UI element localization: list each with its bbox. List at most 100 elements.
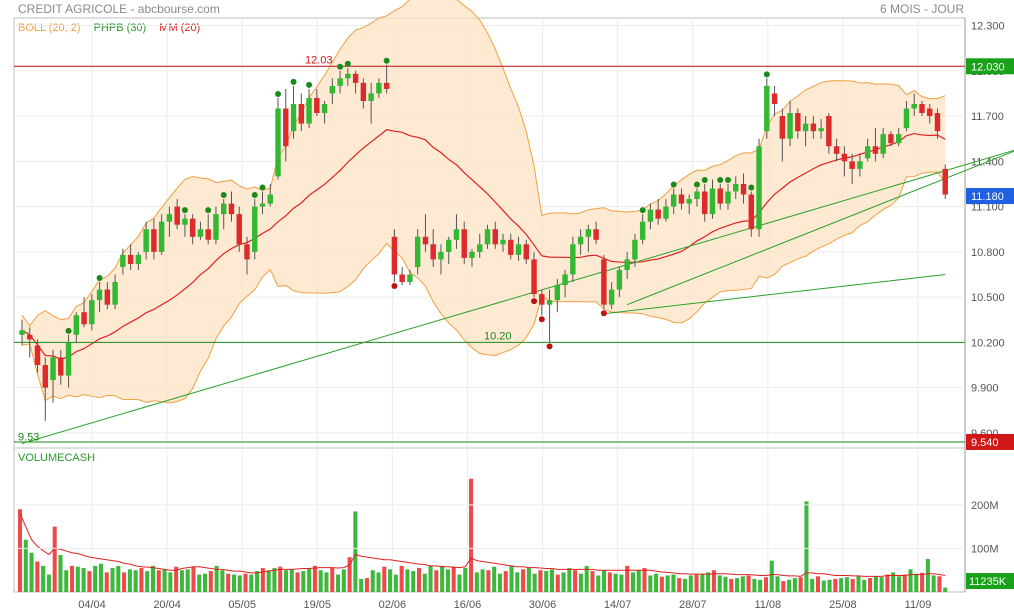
candle-body xyxy=(283,108,289,147)
candle-body xyxy=(841,153,848,162)
pivot-low-marker xyxy=(538,316,545,323)
candle-body xyxy=(445,239,452,252)
candle-body xyxy=(508,239,514,255)
x-tick-label: 25/08 xyxy=(829,599,857,611)
volume-bar xyxy=(868,578,873,592)
candle-body xyxy=(314,97,320,114)
y-tick-label: 10.800 xyxy=(971,247,1005,259)
pivot-high-marker xyxy=(748,184,755,191)
volume-bar xyxy=(330,568,335,592)
pivot-high-marker xyxy=(96,275,103,282)
volume-bar xyxy=(549,569,555,592)
candle-body xyxy=(236,214,242,245)
volume-bar xyxy=(162,569,167,592)
x-tick-label: 04/04 xyxy=(78,599,106,611)
volume-bar xyxy=(723,576,728,592)
pivot-high-marker xyxy=(251,192,258,199)
volume-bar xyxy=(75,566,80,592)
candle-body xyxy=(135,254,142,264)
bollinger-upper xyxy=(21,0,946,327)
volume-bar xyxy=(746,575,751,592)
volume-bar xyxy=(283,570,289,592)
x-tick-label: 05/05 xyxy=(228,599,256,611)
volume-bar xyxy=(214,565,219,592)
candle-body xyxy=(298,104,305,124)
volume-bar xyxy=(260,568,265,592)
candle-body xyxy=(267,194,273,204)
volume-bar xyxy=(758,579,763,592)
volume-bar xyxy=(29,552,34,592)
volume-bar xyxy=(555,574,560,592)
pivot-high-marker xyxy=(337,63,344,70)
candle-body xyxy=(702,191,708,215)
candle-body xyxy=(639,221,646,240)
volume-bar xyxy=(249,574,254,592)
candle-body xyxy=(213,214,219,240)
bollinger-band-fill xyxy=(22,0,946,403)
volume-bar xyxy=(35,561,40,592)
legend-mm: MM (20) xyxy=(159,22,201,34)
volume-bar xyxy=(388,569,393,592)
legend-boll: BOLL (20, 2) xyxy=(18,22,81,34)
volume-bar xyxy=(428,565,433,592)
volume-bar xyxy=(220,570,225,592)
volume-bar xyxy=(480,569,485,592)
volume-bar xyxy=(908,569,913,592)
volume-bar xyxy=(231,574,236,592)
candle-body xyxy=(345,73,351,79)
volume-bar xyxy=(208,571,213,592)
candle-body xyxy=(655,209,661,219)
moving-average-line xyxy=(21,129,946,360)
volume-bar xyxy=(110,568,115,592)
candle-body xyxy=(81,312,87,325)
volume-bar xyxy=(561,572,566,592)
volume-badge-label: 11235K xyxy=(969,576,1007,588)
candle-body xyxy=(779,116,786,139)
volume-bar xyxy=(619,574,624,592)
candle-body xyxy=(143,229,149,252)
volume-bar xyxy=(827,579,832,592)
volume-bar xyxy=(434,570,439,592)
volume-bar xyxy=(896,576,901,592)
volume-bar xyxy=(602,570,607,592)
volume-bar xyxy=(931,575,936,592)
candle-body xyxy=(120,254,126,267)
candle-body xyxy=(461,229,467,258)
volume-bar xyxy=(596,575,601,592)
volume-bar xyxy=(312,565,317,592)
trendline xyxy=(21,149,1014,444)
volume-bar xyxy=(694,574,699,592)
candle-body xyxy=(818,128,824,132)
candle-body xyxy=(942,168,948,195)
candle-body xyxy=(903,108,910,129)
volume-bar xyxy=(526,568,531,592)
candle-body xyxy=(453,229,460,240)
candle-body xyxy=(321,104,328,114)
volume-bar xyxy=(127,569,132,592)
volume-bar xyxy=(457,574,462,592)
y-tick-label: 11.700 xyxy=(971,111,1004,123)
candle-body xyxy=(182,218,188,225)
candle-body xyxy=(539,294,545,305)
pivot-low-marker xyxy=(600,310,607,317)
pivot-high-marker xyxy=(306,81,313,88)
volume-bar xyxy=(578,573,583,592)
candle-body xyxy=(259,203,266,207)
volume-bar xyxy=(324,572,329,592)
y-tick-label: 11.100 xyxy=(971,202,1004,214)
x-tick-label: 30/06 xyxy=(529,599,557,611)
volume-bar xyxy=(179,570,184,592)
candle-body xyxy=(764,85,770,132)
volume-bar xyxy=(856,575,861,592)
price-badge xyxy=(966,188,1014,205)
volume-bar xyxy=(382,566,387,592)
bollinger-lower xyxy=(21,171,946,404)
candle-body xyxy=(740,183,747,195)
volume-bar xyxy=(266,570,271,592)
volume-bar xyxy=(185,569,190,592)
candle-body xyxy=(492,229,498,245)
candle-body xyxy=(725,191,731,204)
pivot-high-marker xyxy=(275,90,282,97)
candle-body xyxy=(577,236,584,245)
volume-bar xyxy=(943,587,948,592)
